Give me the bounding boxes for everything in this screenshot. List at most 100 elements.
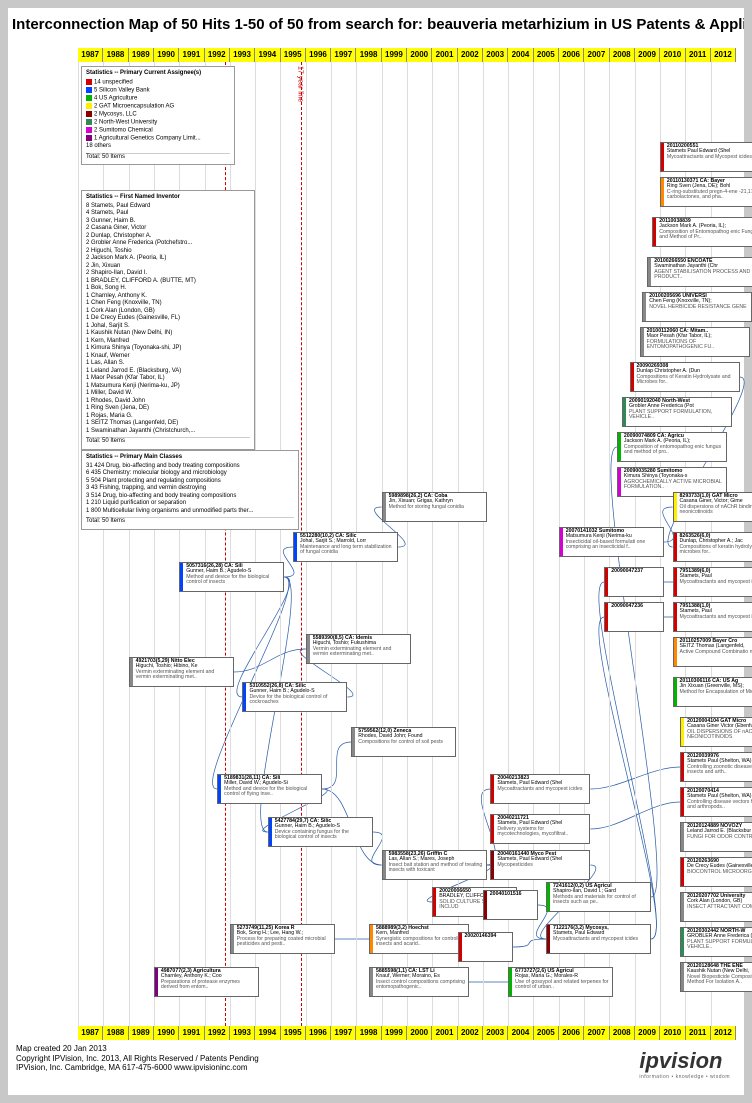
- patent-node[interactable]: 6773727(2,6) US AgriculRojas, Maria G.; …: [508, 967, 613, 997]
- patent-node[interactable]: 5310552(26,8) CA: SilicGunner, Haim B.; …: [242, 682, 347, 712]
- year-label: 1990: [154, 48, 179, 62]
- year-label: 2000: [407, 1026, 432, 1040]
- year-label: 1994: [255, 1026, 280, 1040]
- year-label: 2006: [559, 1026, 584, 1040]
- legend-assignee: Statistics -- Primary Current Assignee(s…: [81, 66, 235, 165]
- patent-node[interactable]: 20090047237: [604, 567, 664, 597]
- patent-node[interactable]: 5189831(28,11) CA: SiliMiller, David W.;…: [217, 774, 322, 804]
- year-label: 1995: [281, 48, 306, 62]
- patent-node[interactable]: 4987077(2,3) AgriculturaCharnley, Anthon…: [154, 967, 259, 997]
- year-label: 2005: [534, 1026, 559, 1040]
- ref-line-label: 17 year line: [297, 66, 304, 102]
- year-label: 2012: [711, 1026, 736, 1040]
- year-label: 2003: [483, 1026, 508, 1040]
- patent-node[interactable]: 5888989(3,2) HoechstKern, ManfredSynergi…: [369, 924, 469, 954]
- patent-node[interactable]: 5759562(12,0) ZenecaRhodes, David John; …: [351, 727, 456, 757]
- patent-node[interactable]: 20120004104 GAT MicroCasana Giner Victor…: [680, 717, 752, 747]
- logo: ipvision information • knowledge • wisdo…: [639, 1048, 730, 1080]
- patent-node[interactable]: 20040101516: [483, 890, 538, 920]
- patent-node[interactable]: 5512280(10,2) CA: SilicJohal, Sarjit S.;…: [293, 532, 398, 562]
- patent-node[interactable]: 5989898(26,2) CA: CobaJin, Xixuan; Griga…: [382, 492, 487, 522]
- patent-node[interactable]: 5057316(26,28) CA: SiliGunner, Haim B.; …: [179, 562, 284, 592]
- patent-node[interactable]: 20120128648 THE ENEKaushik Nutan (New De…: [680, 962, 752, 992]
- year-label: 1997: [331, 1026, 356, 1040]
- year-label: 1999: [382, 48, 407, 62]
- year-label: 1993: [230, 48, 255, 62]
- patent-node[interactable]: 20110038839Jackson Mark A. (Peoria, IL);…: [652, 217, 752, 247]
- patent-node[interactable]: 20110200551Stamets Paul Edward (ShelMyco…: [660, 142, 752, 172]
- year-label: 1997: [331, 48, 356, 62]
- year-label: 1998: [356, 1026, 381, 1040]
- patent-node[interactable]: 20100266550 ENCOATESwaminathan Jayanthi …: [647, 257, 752, 287]
- year-label: 1989: [129, 1026, 154, 1040]
- year-label: 1987: [78, 1026, 103, 1040]
- year-label: 2002: [458, 48, 483, 62]
- patent-node[interactable]: 7122176(3,2) Mycosys,Stamets, Paul Edwar…: [546, 924, 651, 954]
- year-label: 2001: [432, 1026, 457, 1040]
- patent-node[interactable]: 20100205696 UNIVERSIChen Feng (Knoxville…: [642, 292, 752, 322]
- patent-node[interactable]: 5885598(1,1) CA: LST LiKnauf, Werner; Mo…: [369, 967, 469, 997]
- patent-node[interactable]: 7241612(0,2) US AgriculShapiro-Ilan, Dav…: [546, 882, 651, 912]
- patent-node[interactable]: 20110130371 CA: BayerRing Sven (Jena, DE…: [660, 177, 752, 207]
- year-label: 1999: [382, 1026, 407, 1040]
- year-label: 2010: [660, 1026, 685, 1040]
- patent-node[interactable]: 20110306116 CA: US AgJin Xixuan (Greenvi…: [673, 677, 752, 707]
- patent-node[interactable]: 20110257009 Bayer CroSEITZ Thomas (Lange…: [673, 637, 752, 667]
- year-label: 1988: [103, 1026, 128, 1040]
- patent-node[interactable]: 5983558(23,26) Griffin CLas, Allan S.; M…: [382, 850, 487, 880]
- year-label: 1993: [230, 1026, 255, 1040]
- year-label: 2011: [686, 48, 711, 62]
- patent-node[interactable]: 4921703(5,29) Nitto ElecHiguchi, Toshio;…: [129, 657, 234, 687]
- year-label: 1992: [205, 1026, 230, 1040]
- patent-node[interactable]: 8293733(1,0) GAT MicroCasana Giner, Vict…: [673, 492, 752, 522]
- year-label: 1996: [306, 1026, 331, 1040]
- year-label: 1991: [179, 1026, 204, 1040]
- year-label: 1995: [281, 1026, 306, 1040]
- year-label: 1990: [154, 1026, 179, 1040]
- patent-node[interactable]: 20120302442 NORTH-WGROBLER Anne Frederic…: [680, 927, 752, 957]
- year-label: 2001: [432, 48, 457, 62]
- year-label: 2003: [483, 48, 508, 62]
- patent-node[interactable]: 20120263690De Crecy Eudes (Gainesville,B…: [680, 857, 752, 887]
- patent-node[interactable]: 20120207702 UniversityCork Alan (London,…: [680, 892, 752, 922]
- year-label: 1991: [179, 48, 204, 62]
- legend-class: Statistics -- Primary Main Classes 31 42…: [81, 450, 299, 530]
- patent-node[interactable]: 20100112060 CA: Mitam..Maor Pesah (Kfar …: [640, 327, 750, 357]
- year-label: 1998: [356, 48, 381, 62]
- patent-node[interactable]: 20040213823Stamets, Paul Edward (ShelMyc…: [490, 774, 590, 804]
- year-label: 2009: [635, 48, 660, 62]
- patent-node[interactable]: 20090074809 CA: AgricuJackson Mark A. (P…: [617, 432, 727, 462]
- year-label: 1996: [306, 48, 331, 62]
- patent-node[interactable]: 5273749(11,25) Korea RBok, Song H.; Lee,…: [230, 924, 335, 954]
- year-label: 2007: [584, 48, 609, 62]
- patent-node[interactable]: 7951388(1,0)Stamets, PaulMycoattractants…: [673, 602, 752, 632]
- footer: Map created 20 Jan 2013 Copyright IPVisi…: [16, 1044, 259, 1073]
- year-axis-bottom: 1987198819891990199119921993199419951996…: [78, 1026, 736, 1040]
- year-label: 2000: [407, 48, 432, 62]
- patent-node[interactable]: 20020146394: [458, 932, 513, 962]
- patent-node[interactable]: 20120124889 NOVOZYLeland Jarrod E. (Blac…: [680, 822, 752, 852]
- year-label: 2004: [508, 1026, 533, 1040]
- patent-node[interactable]: 5427784(29,7) CA: SilicGunner, Haim B.; …: [268, 817, 373, 847]
- patent-node[interactable]: 20090269308Dunlap Christopher A. (DunCom…: [630, 362, 740, 392]
- patent-node[interactable]: 20040211721Stamets, Paul Edward (ShelDel…: [490, 814, 590, 844]
- year-label: 2011: [686, 1026, 711, 1040]
- patent-node[interactable]: 8263526(6,0)Dunlap, Christopher A.; JacC…: [673, 532, 752, 562]
- page-title: Interconnection Map of 50 Hits 1-50 of 5…: [8, 16, 744, 33]
- year-label: 1992: [205, 48, 230, 62]
- patent-node[interactable]: 20120070414Stamets Paul (Shelton, WA)Con…: [680, 787, 752, 817]
- year-label: 2005: [534, 48, 559, 62]
- year-axis-top: 1987198819891990199119921993199419951996…: [78, 48, 736, 62]
- patent-node[interactable]: 20090192040 North-WestGrobler Anne Frede…: [622, 397, 732, 427]
- year-label: 1988: [103, 48, 128, 62]
- patent-node[interactable]: 7951389(6,0)Stamets, PaulMycoattractants…: [673, 567, 752, 597]
- year-label: 1989: [129, 48, 154, 62]
- year-label: 2008: [610, 48, 635, 62]
- patent-node[interactable]: 20090047236: [604, 602, 664, 632]
- patent-node[interactable]: 20040161440 Myco PestStamets, Paul Edwar…: [490, 850, 590, 880]
- patent-node[interactable]: 20070141032 SumitomoMatsumura Kenji (Ner…: [559, 527, 664, 557]
- patent-node[interactable]: 20120039976Stamets Paul (Shelton, WA)Con…: [680, 752, 752, 782]
- year-label: 2009: [635, 1026, 660, 1040]
- patent-node[interactable]: 5589390(8,5) CA: IdemisHiguchi, Toshio; …: [306, 634, 411, 664]
- year-label: 2006: [559, 48, 584, 62]
